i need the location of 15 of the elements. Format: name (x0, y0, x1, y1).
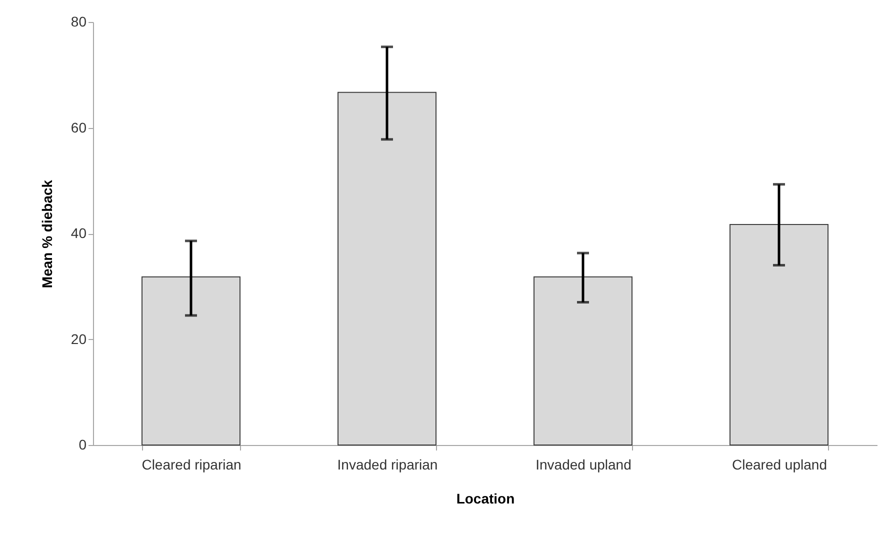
bar (534, 276, 632, 446)
x-tick-label: Invaded riparian (337, 456, 438, 472)
x-tick-label: Invaded upland (536, 456, 632, 472)
y-tick-label: 40 (70, 225, 87, 241)
bar (142, 276, 240, 446)
y-axis-title: Mean % dieback (38, 180, 55, 288)
y-tick-label: 80 (70, 14, 87, 30)
y-tick-label: 60 (70, 119, 87, 136)
y-tick-label: 20 (70, 330, 87, 347)
x-tick-label: Cleared riparian (142, 456, 242, 472)
x-axis-title: Location (456, 490, 515, 506)
x-tick-label: Cleared upland (732, 456, 827, 472)
y-tick-label: 0 (78, 436, 87, 452)
bar (730, 224, 828, 446)
bar (338, 92, 436, 446)
